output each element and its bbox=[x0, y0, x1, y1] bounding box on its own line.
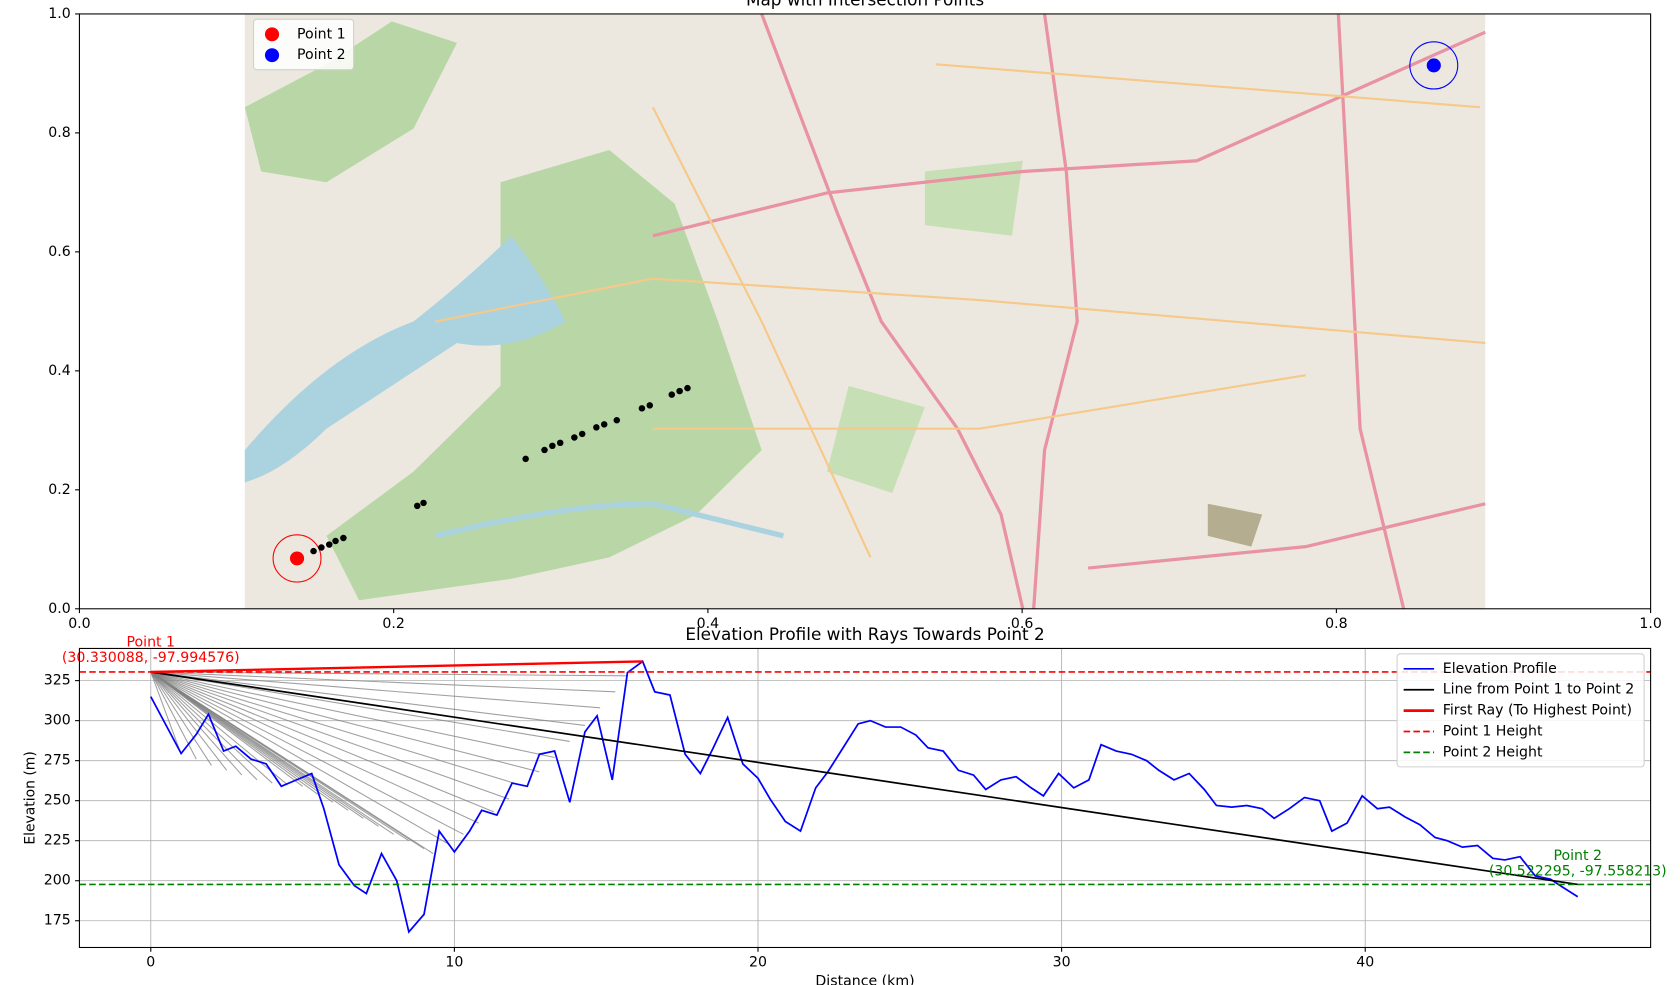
legend-marker bbox=[264, 27, 280, 42]
legend-label: Point 2 bbox=[297, 47, 346, 63]
ray bbox=[150, 671, 434, 854]
intersection-point bbox=[522, 455, 529, 463]
legend-marker bbox=[264, 48, 280, 63]
ray bbox=[150, 671, 273, 784]
intersection-point bbox=[646, 402, 654, 409]
intersection-point bbox=[676, 387, 683, 395]
ray bbox=[150, 671, 616, 693]
annotation: (30.330088, -97.994576) bbox=[62, 650, 240, 666]
y-tick-label: 325 bbox=[44, 673, 71, 689]
ray bbox=[150, 671, 495, 813]
intersection-point bbox=[668, 391, 676, 398]
ray bbox=[150, 671, 555, 758]
intersection-point bbox=[413, 502, 421, 510]
x-tick-label: 0.2 bbox=[382, 616, 404, 632]
ray bbox=[150, 671, 449, 845]
ray bbox=[150, 671, 464, 835]
intersection-point bbox=[613, 417, 621, 424]
point-marker bbox=[289, 551, 305, 566]
intersection-point bbox=[332, 537, 339, 545]
legend-label: First Ray (To Highest Point) bbox=[1443, 703, 1632, 719]
chart-title: Map with Intersection Points bbox=[746, 0, 984, 10]
legend-box bbox=[1396, 653, 1645, 768]
line-series bbox=[150, 660, 1579, 934]
axes-frame bbox=[78, 647, 1652, 949]
intersection-point bbox=[420, 499, 427, 507]
intersection-point bbox=[325, 541, 333, 548]
point-marker bbox=[1426, 58, 1441, 73]
intersection-point bbox=[541, 446, 548, 454]
legend-label: Point 1 bbox=[297, 26, 346, 42]
x-tick-label: 30 bbox=[1053, 955, 1071, 971]
y-tick-label: 1.0 bbox=[48, 6, 70, 22]
intersection-point bbox=[318, 544, 325, 551]
intersection-point bbox=[549, 442, 556, 450]
ray bbox=[150, 671, 212, 766]
axes-frame bbox=[78, 13, 1652, 610]
intersection-point bbox=[684, 384, 691, 392]
x-tick-label: 0.6 bbox=[1011, 616, 1034, 632]
ray bbox=[150, 671, 570, 742]
point-ring bbox=[272, 534, 322, 583]
y-tick-label: 250 bbox=[44, 793, 71, 809]
intersection-point bbox=[340, 534, 347, 542]
y-tick-label: 0.8 bbox=[48, 125, 70, 141]
ray bbox=[150, 671, 243, 776]
ray bbox=[150, 671, 510, 800]
intersection-point bbox=[310, 547, 317, 555]
map-background bbox=[244, 13, 1486, 610]
annotation: Point 2 bbox=[1553, 848, 1602, 864]
y-tick-label: 0.4 bbox=[48, 363, 71, 379]
y-tick-label: 300 bbox=[44, 713, 71, 729]
x-tick-label: 0.8 bbox=[1325, 616, 1347, 632]
chart-title: Elevation Profile with Rays Towards Poin… bbox=[685, 624, 1044, 644]
legend-label: Line from Point 1 to Point 2 bbox=[1443, 682, 1634, 698]
ray bbox=[150, 671, 525, 787]
y-tick-label: 0.6 bbox=[48, 244, 71, 260]
ray bbox=[150, 671, 182, 755]
ray bbox=[150, 671, 258, 781]
y-tick-label: 225 bbox=[44, 833, 71, 849]
y-tick-label: 200 bbox=[44, 873, 71, 889]
legend-label: Point 1 Height bbox=[1443, 724, 1543, 740]
point-ring bbox=[1409, 41, 1459, 90]
ray bbox=[150, 671, 288, 786]
legend: Point 1 Point 2 bbox=[252, 18, 355, 71]
annotation: Point 1 bbox=[127, 635, 176, 651]
intersection-point bbox=[556, 439, 564, 447]
x-tick-label: 0.4 bbox=[697, 616, 720, 632]
intersection-point bbox=[578, 430, 586, 438]
ray bbox=[150, 671, 540, 773]
intersection-point bbox=[638, 405, 646, 412]
ray bbox=[150, 671, 228, 771]
x-tick-label: 20 bbox=[749, 955, 767, 971]
intersection-point bbox=[593, 424, 600, 431]
y-axis-label: Elevation (m) bbox=[22, 751, 38, 844]
x-axis-label: Distance (km) bbox=[815, 974, 914, 985]
x-tick-label: 1.0 bbox=[1639, 616, 1661, 632]
ray bbox=[150, 671, 601, 709]
x-tick-label: 0 bbox=[146, 955, 155, 971]
y-tick-label: 0.0 bbox=[48, 601, 70, 617]
legend-label: Elevation Profile bbox=[1443, 661, 1557, 677]
intersection-point bbox=[571, 434, 578, 441]
y-tick-label: 175 bbox=[44, 913, 71, 929]
legend: Elevation Profile Line from Point 1 to Po… bbox=[1396, 653, 1645, 768]
ray bbox=[150, 671, 586, 726]
legend-label: Point 2 Height bbox=[1443, 744, 1543, 760]
x-tick-label: 10 bbox=[445, 955, 463, 971]
x-tick-label: 0.0 bbox=[68, 616, 90, 632]
y-tick-label: 275 bbox=[44, 753, 71, 769]
intersection-point bbox=[600, 421, 608, 428]
x-tick-label: 40 bbox=[1356, 955, 1374, 971]
line-series bbox=[150, 660, 643, 674]
line-series bbox=[150, 671, 1578, 886]
y-tick-label: 0.2 bbox=[48, 482, 70, 498]
ray bbox=[150, 671, 479, 824]
annotation: (30.522295, -97.558213) bbox=[1489, 864, 1667, 880]
